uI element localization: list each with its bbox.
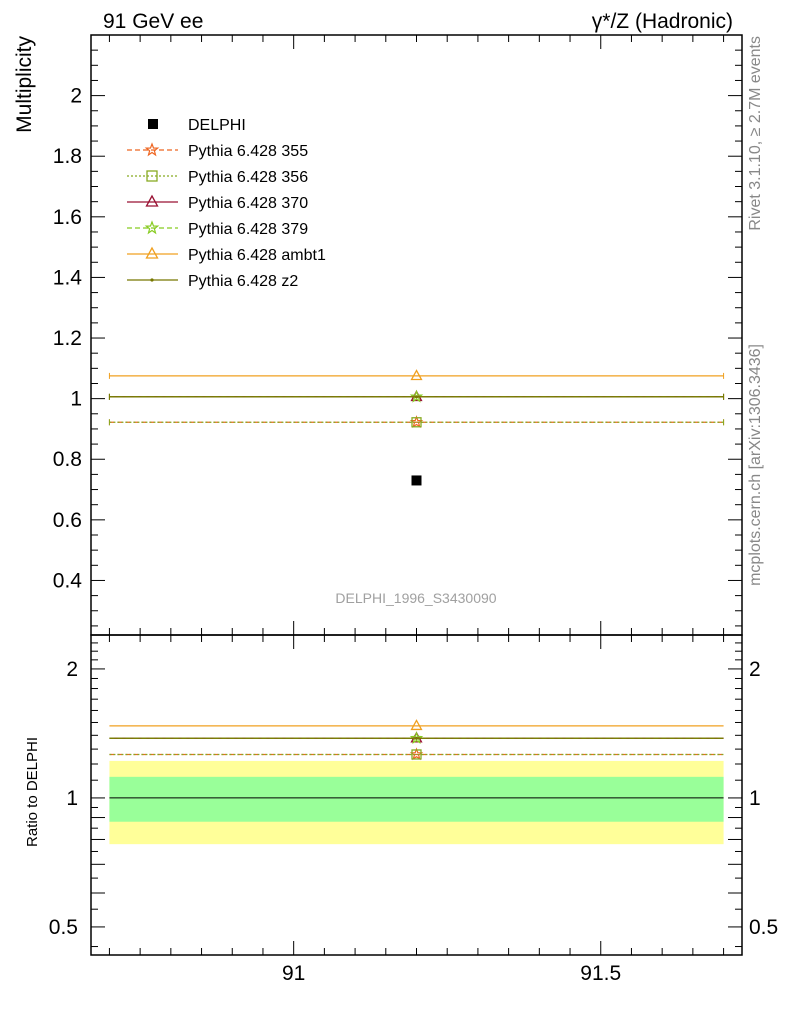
legend: DELPHI Pythia 6.428 355 Pythia 6.428 356 Py… (127, 117, 326, 290)
ratio-y-tick-label-left: 1 (66, 787, 78, 810)
analysis-label: DELPHI_1996_S3430090 (335, 590, 496, 606)
main-y-tick-label: 1.6 (53, 206, 82, 229)
legend-marker-3 (144, 220, 160, 235)
legend-label-4: Pythia 6.428 ambt1 (188, 247, 326, 264)
main-y-tick-label: 1.2 (53, 327, 82, 350)
mcplots-source-label: mcplots.cern.ch [arXiv:1306.3436] (747, 344, 764, 586)
ratio-y-tick-label-left: 2 (66, 658, 78, 681)
main-y-tick-label: 1.8 (53, 145, 82, 168)
ratio-band-inner (109, 776, 724, 822)
legend-label-5: Pythia 6.428 z2 (188, 273, 298, 290)
ratio-y-tick-label-right: 2 (749, 658, 761, 681)
legend-marker-2 (145, 194, 159, 207)
data-point-delphi (411, 475, 422, 486)
ratio-series-marker-3 (409, 731, 424, 745)
main-y-tick-label: 0.8 (53, 448, 82, 471)
main-y-tick-label: 0.4 (53, 569, 83, 592)
ratio-series-marker-0 (409, 747, 424, 761)
ratio-series-marker-2 (410, 731, 423, 743)
legend-label-1: Pythia 6.428 356 (188, 169, 308, 186)
legend-label-3: Pythia 6.428 379 (188, 221, 308, 238)
ratio-series-marker-5 (414, 736, 419, 740)
series-marker-5 (414, 395, 419, 399)
main-y-tick-label: 1 (70, 388, 82, 411)
main-y-tick-label: 1.4 (53, 266, 83, 289)
series-marker-2 (410, 390, 423, 402)
rivet-version-label: Rivet 3.1.10, ≥ 2.7M events (747, 36, 764, 231)
ratio-series-marker-1 (411, 749, 422, 760)
series-marker-3 (409, 389, 424, 403)
main-y-axis-label: Multiplicity (13, 36, 36, 133)
legend-marker-4 (145, 246, 159, 259)
series-marker-0 (409, 415, 424, 429)
ratio-y-axis-label: Ratio to DELPHI (24, 737, 41, 847)
legend-label-delphi: DELPHI (188, 117, 246, 134)
ratio-series-marker-4 (410, 719, 423, 731)
legend-marker-delphi (148, 119, 158, 129)
main-plot: 0.4 0.6 0.8 1 1.2 1.4 1.6 1.8 2 (53, 34, 743, 636)
header-left-label: 91 GeV ee (103, 10, 203, 33)
series-marker-1 (411, 417, 422, 428)
ratio-y-tick-label-right: 1 (749, 787, 761, 810)
x-tick-label: 91 (282, 962, 305, 985)
series-marker-4 (410, 369, 423, 381)
ratio-y-tick-label-right: 0.5 (749, 916, 778, 939)
legend-label-0: Pythia 6.428 355 (188, 143, 308, 160)
main-y-tick-label: 2 (70, 85, 82, 108)
legend-marker-5 (150, 278, 154, 282)
main-y-tick-label: 0.6 (53, 509, 82, 532)
legend-label-2: Pythia 6.428 370 (188, 195, 308, 212)
ratio-y-tick-label-left: 0.5 (49, 916, 78, 939)
x-tick-label: 91.5 (580, 962, 621, 985)
legend-marker-1 (146, 170, 158, 182)
ratio-plot: 91 91.5 0.5 0.5 1 1 2 2 (49, 634, 778, 985)
legend-marker-0 (144, 142, 160, 157)
header-right-label: γ*/Z (Hadronic) (592, 10, 733, 33)
